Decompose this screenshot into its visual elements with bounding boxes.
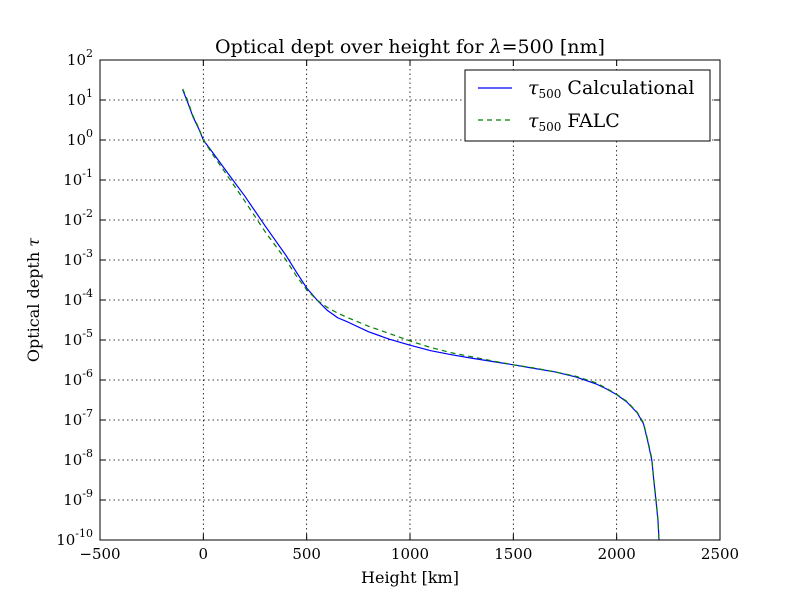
y-tick-label: 102 (67, 47, 93, 69)
y-tick-label: 10-2 (63, 207, 93, 229)
x-tick-label: −500 (79, 545, 120, 563)
y-tick-label: 10-4 (63, 287, 93, 309)
legend-label-calculational: τ500 Calculational (528, 77, 694, 101)
series-line-falc (182, 88, 660, 540)
y-tick-label: 10-3 (63, 247, 93, 269)
x-axis-label: Height [km] (361, 568, 459, 587)
y-tick-label: 10-7 (63, 407, 93, 429)
x-tick-label: 0 (199, 545, 209, 563)
y-tick-label: 10-1 (63, 167, 93, 189)
y-tick-labels: 102 101 100 10-1 10-2 10-3 10-4 10-5 10-6 10-7 10-… (56, 47, 93, 549)
x-tick-labels: −500 0 500 1000 1500 2000 2500 (79, 545, 739, 563)
grid-lines (100, 60, 720, 540)
y-tick-label: 10-8 (63, 447, 93, 469)
x-tick-label: 500 (292, 545, 321, 563)
y-tick-label: 10-10 (56, 527, 93, 549)
y-tick-label: 101 (67, 87, 93, 109)
y-axis-label: Optical depth τ (24, 237, 43, 362)
x-tick-label: 2500 (701, 545, 739, 563)
chart-title: Optical dept over height for λ=500 [nm] (215, 36, 605, 58)
series-layer (182, 88, 660, 540)
legend: τ500 Calculational τ500 FALC (464, 69, 711, 142)
axis-ticks (99, 59, 721, 541)
x-tick-label: 1000 (391, 545, 429, 563)
legend-label-falc: τ500 FALC (528, 110, 620, 134)
y-tick-label: 10-6 (63, 367, 93, 389)
x-tick-label: 2000 (598, 545, 636, 563)
x-tick-label: 1500 (494, 545, 532, 563)
legend-box (464, 69, 711, 142)
y-tick-label: 100 (67, 127, 93, 149)
y-tick-label: 10-5 (63, 327, 93, 349)
y-tick-label: 10-9 (63, 487, 93, 509)
